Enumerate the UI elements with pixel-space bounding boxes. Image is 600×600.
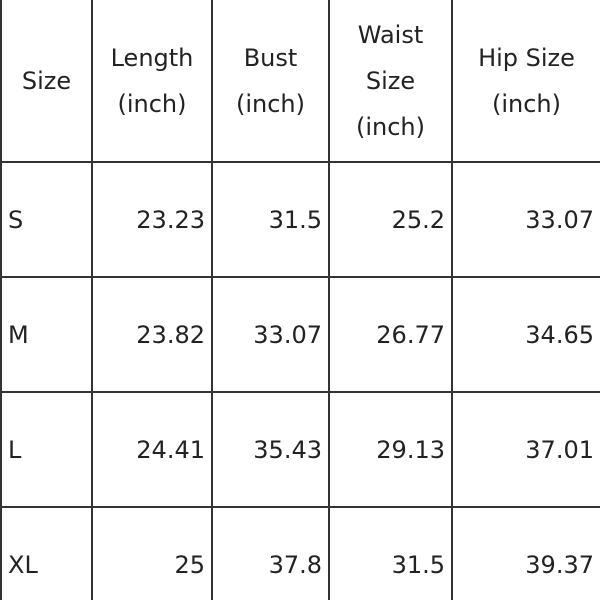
header-cell: Hip Size (inch) (453, 0, 600, 163)
header-cell: Waist Size (inch) (330, 0, 453, 163)
value-cell: 25 (93, 508, 213, 600)
value-cell: 37.8 (213, 508, 330, 600)
header-cell: Bust (inch) (213, 0, 330, 163)
value-cell: 23.82 (93, 278, 213, 393)
value-cell: 33.07 (453, 163, 600, 278)
value-cell: 25.2 (330, 163, 453, 278)
value-cell: 23.23 (93, 163, 213, 278)
value-cell: 24.41 (93, 393, 213, 508)
size-cell: M (0, 278, 93, 393)
value-cell: 34.65 (453, 278, 600, 393)
value-cell: 31.5 (213, 163, 330, 278)
value-cell: 26.77 (330, 278, 453, 393)
value-cell: 33.07 (213, 278, 330, 393)
size-cell: S (0, 163, 93, 278)
value-cell: 29.13 (330, 393, 453, 508)
header-cell: Size (0, 0, 93, 163)
header-cell: Length (inch) (93, 0, 213, 163)
value-cell: 35.43 (213, 393, 330, 508)
size-cell: L (0, 393, 93, 508)
value-cell: 31.5 (330, 508, 453, 600)
value-cell: 37.01 (453, 393, 600, 508)
size-cell: XL (0, 508, 93, 600)
value-cell: 39.37 (453, 508, 600, 600)
